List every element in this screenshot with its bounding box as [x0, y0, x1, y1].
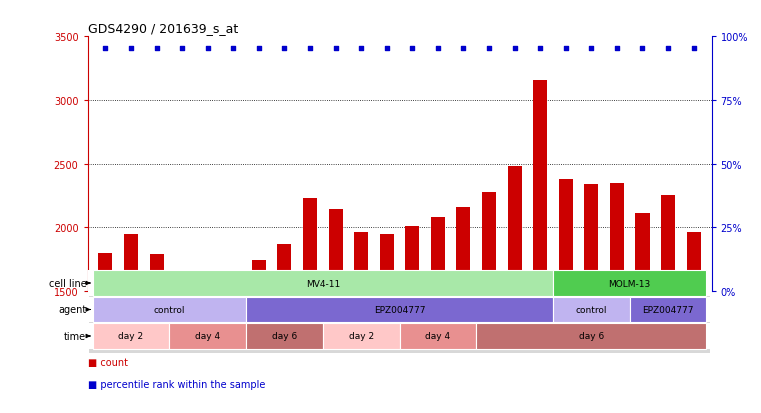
- Point: [457, 45, 470, 52]
- Point: [355, 45, 368, 52]
- Bar: [149, 254, 164, 413]
- Point: [100, 45, 112, 52]
- Bar: [476, 323, 706, 349]
- Text: cell line: cell line: [49, 278, 86, 288]
- Point: [534, 45, 546, 52]
- Text: day 4: day 4: [425, 332, 451, 341]
- Text: ■ count: ■ count: [88, 358, 128, 368]
- Point: [687, 45, 699, 52]
- Bar: [246, 323, 323, 349]
- Point: [202, 45, 214, 52]
- Bar: [98, 253, 113, 413]
- Point: [125, 45, 137, 52]
- Text: MV4-11: MV4-11: [306, 279, 340, 288]
- Text: control: control: [575, 305, 607, 314]
- Point: [380, 45, 393, 52]
- Bar: [559, 179, 573, 413]
- Bar: [93, 323, 170, 349]
- Point: [559, 45, 572, 52]
- Bar: [380, 234, 393, 413]
- Point: [304, 45, 316, 52]
- Bar: [406, 226, 419, 413]
- Text: day 6: day 6: [272, 332, 297, 341]
- Text: EPZ004777: EPZ004777: [374, 305, 425, 314]
- Bar: [93, 297, 246, 323]
- Bar: [482, 192, 496, 413]
- Text: time: time: [64, 331, 86, 341]
- Bar: [610, 183, 624, 413]
- Bar: [686, 233, 701, 413]
- Bar: [661, 196, 675, 413]
- Point: [508, 45, 521, 52]
- Bar: [354, 233, 368, 413]
- Point: [636, 45, 648, 52]
- Bar: [553, 271, 706, 296]
- Text: GDS4290 / 201639_s_at: GDS4290 / 201639_s_at: [88, 21, 237, 35]
- Point: [483, 45, 495, 52]
- Bar: [278, 244, 291, 413]
- Point: [330, 45, 342, 52]
- Point: [279, 45, 291, 52]
- Text: MOLM-13: MOLM-13: [609, 279, 651, 288]
- Bar: [533, 81, 547, 413]
- Bar: [323, 323, 400, 349]
- Text: day 2: day 2: [349, 332, 374, 341]
- Bar: [457, 207, 470, 413]
- Text: day 2: day 2: [119, 332, 144, 341]
- Bar: [584, 185, 598, 413]
- Bar: [635, 214, 650, 413]
- Bar: [175, 278, 189, 413]
- Point: [406, 45, 419, 52]
- Point: [585, 45, 597, 52]
- Text: ■ percentile rank within the sample: ■ percentile rank within the sample: [88, 379, 265, 389]
- Bar: [508, 167, 521, 413]
- Text: day 4: day 4: [195, 332, 220, 341]
- Point: [151, 45, 163, 52]
- Point: [431, 45, 444, 52]
- Text: control: control: [154, 305, 185, 314]
- Point: [253, 45, 265, 52]
- Point: [176, 45, 188, 52]
- Point: [228, 45, 240, 52]
- Bar: [124, 234, 138, 413]
- Bar: [226, 284, 240, 413]
- Bar: [400, 323, 476, 349]
- Text: day 6: day 6: [578, 332, 604, 341]
- Bar: [553, 297, 629, 323]
- Bar: [329, 210, 342, 413]
- Text: agent: agent: [58, 305, 86, 315]
- Bar: [93, 271, 553, 296]
- Bar: [170, 323, 246, 349]
- Point: [662, 45, 674, 52]
- Bar: [201, 273, 215, 413]
- Text: EPZ004777: EPZ004777: [642, 305, 694, 314]
- Point: [611, 45, 623, 52]
- Bar: [252, 261, 266, 413]
- Bar: [246, 297, 553, 323]
- Bar: [629, 297, 706, 323]
- Bar: [303, 199, 317, 413]
- Bar: [431, 218, 445, 413]
